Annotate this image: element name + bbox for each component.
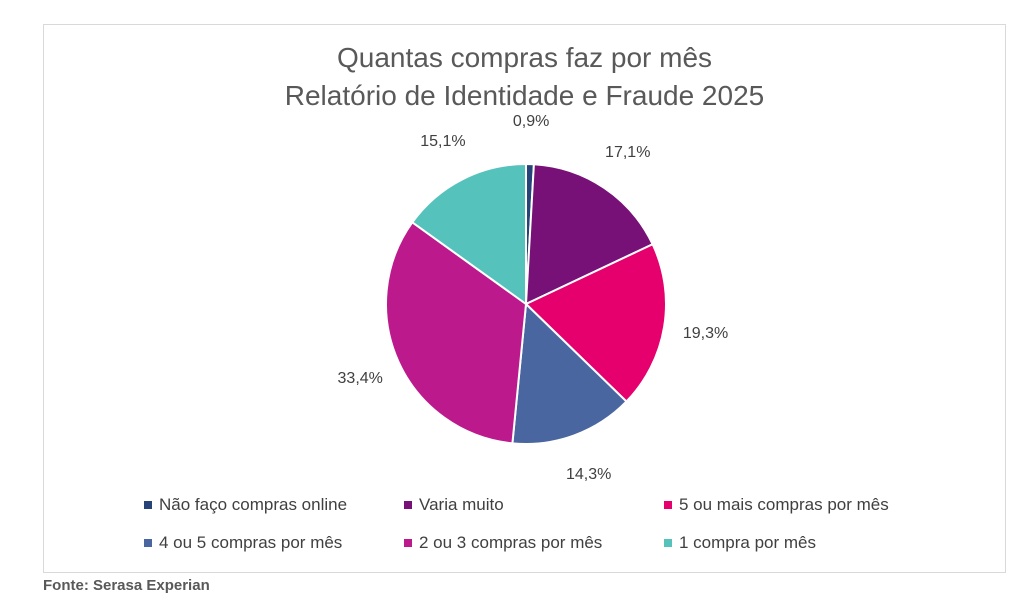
pie-slice-5-ou-mais-compras-por-mes (524, 242, 667, 403)
slice-label-nao-faco-compras-online: 0,9% (512, 113, 550, 131)
legend: Não faço compras online Varia muito 5 ou m… (144, 495, 964, 553)
legend-label: 4 ou 5 compras por mês (159, 533, 343, 552)
slice-label-1-compra-por-mes: 15,1% (420, 133, 466, 151)
source-note: Fonte: Serasa Experian (43, 577, 210, 594)
legend-label: 2 ou 3 compras por mês (419, 533, 603, 552)
legend-swatch (144, 539, 152, 547)
pie-slice-4-ou-5-compras-por-mes (511, 301, 628, 445)
chart-frame: Quantas compras faz por mês Relatório de… (43, 24, 1006, 573)
legend-label: 5 ou mais compras por mês (679, 495, 889, 514)
chart-title-block: Quantas compras faz por mês Relatório de… (44, 39, 1005, 115)
legend-item-4-ou-5-compras-por-mes: 4 ou 5 compras por mês (144, 533, 404, 553)
slice-label-4-ou-5-compras-por-mes: 14,3% (565, 465, 612, 483)
legend-label: 1 compra por mês (679, 533, 816, 552)
legend-swatch (664, 501, 672, 509)
legend-label: Não faço compras online (159, 495, 348, 514)
pie-slice-varia-muito (524, 163, 654, 306)
legend-label: Varia muito (419, 495, 504, 514)
pie-slice-2-ou-3-compras-por-mes (385, 220, 528, 445)
legend-swatch (664, 539, 672, 547)
legend-swatch (404, 501, 412, 509)
legend-item-1-compra-por-mes: 1 compra por mês (664, 533, 964, 553)
slice-label-5-ou-mais-compras-por-mes: 19,3% (682, 324, 729, 342)
legend-item-nao-faco-compras-online: Não faço compras online (144, 495, 404, 515)
chart-title: Quantas compras faz por mês (336, 42, 713, 73)
legend-swatch (144, 501, 152, 509)
legend-item-2-ou-3-compras-por-mes: 2 ou 3 compras por mês (404, 533, 664, 553)
legend-swatch (404, 539, 412, 547)
chart-subtitle: Relatório de Identidade e Fraude 2025 (284, 80, 765, 111)
pie-chart (385, 162, 667, 445)
pie-slice-1-compra-por-mes (410, 162, 527, 306)
slice-label-2-ou-3-compras-por-mes: 33,4% (337, 370, 383, 388)
legend-item-5-ou-mais-compras-por-mes: 5 ou mais compras por mês (664, 495, 964, 515)
slice-label-varia-muito: 17,1% (605, 144, 651, 162)
legend-item-varia-muito: Varia muito (404, 495, 664, 515)
